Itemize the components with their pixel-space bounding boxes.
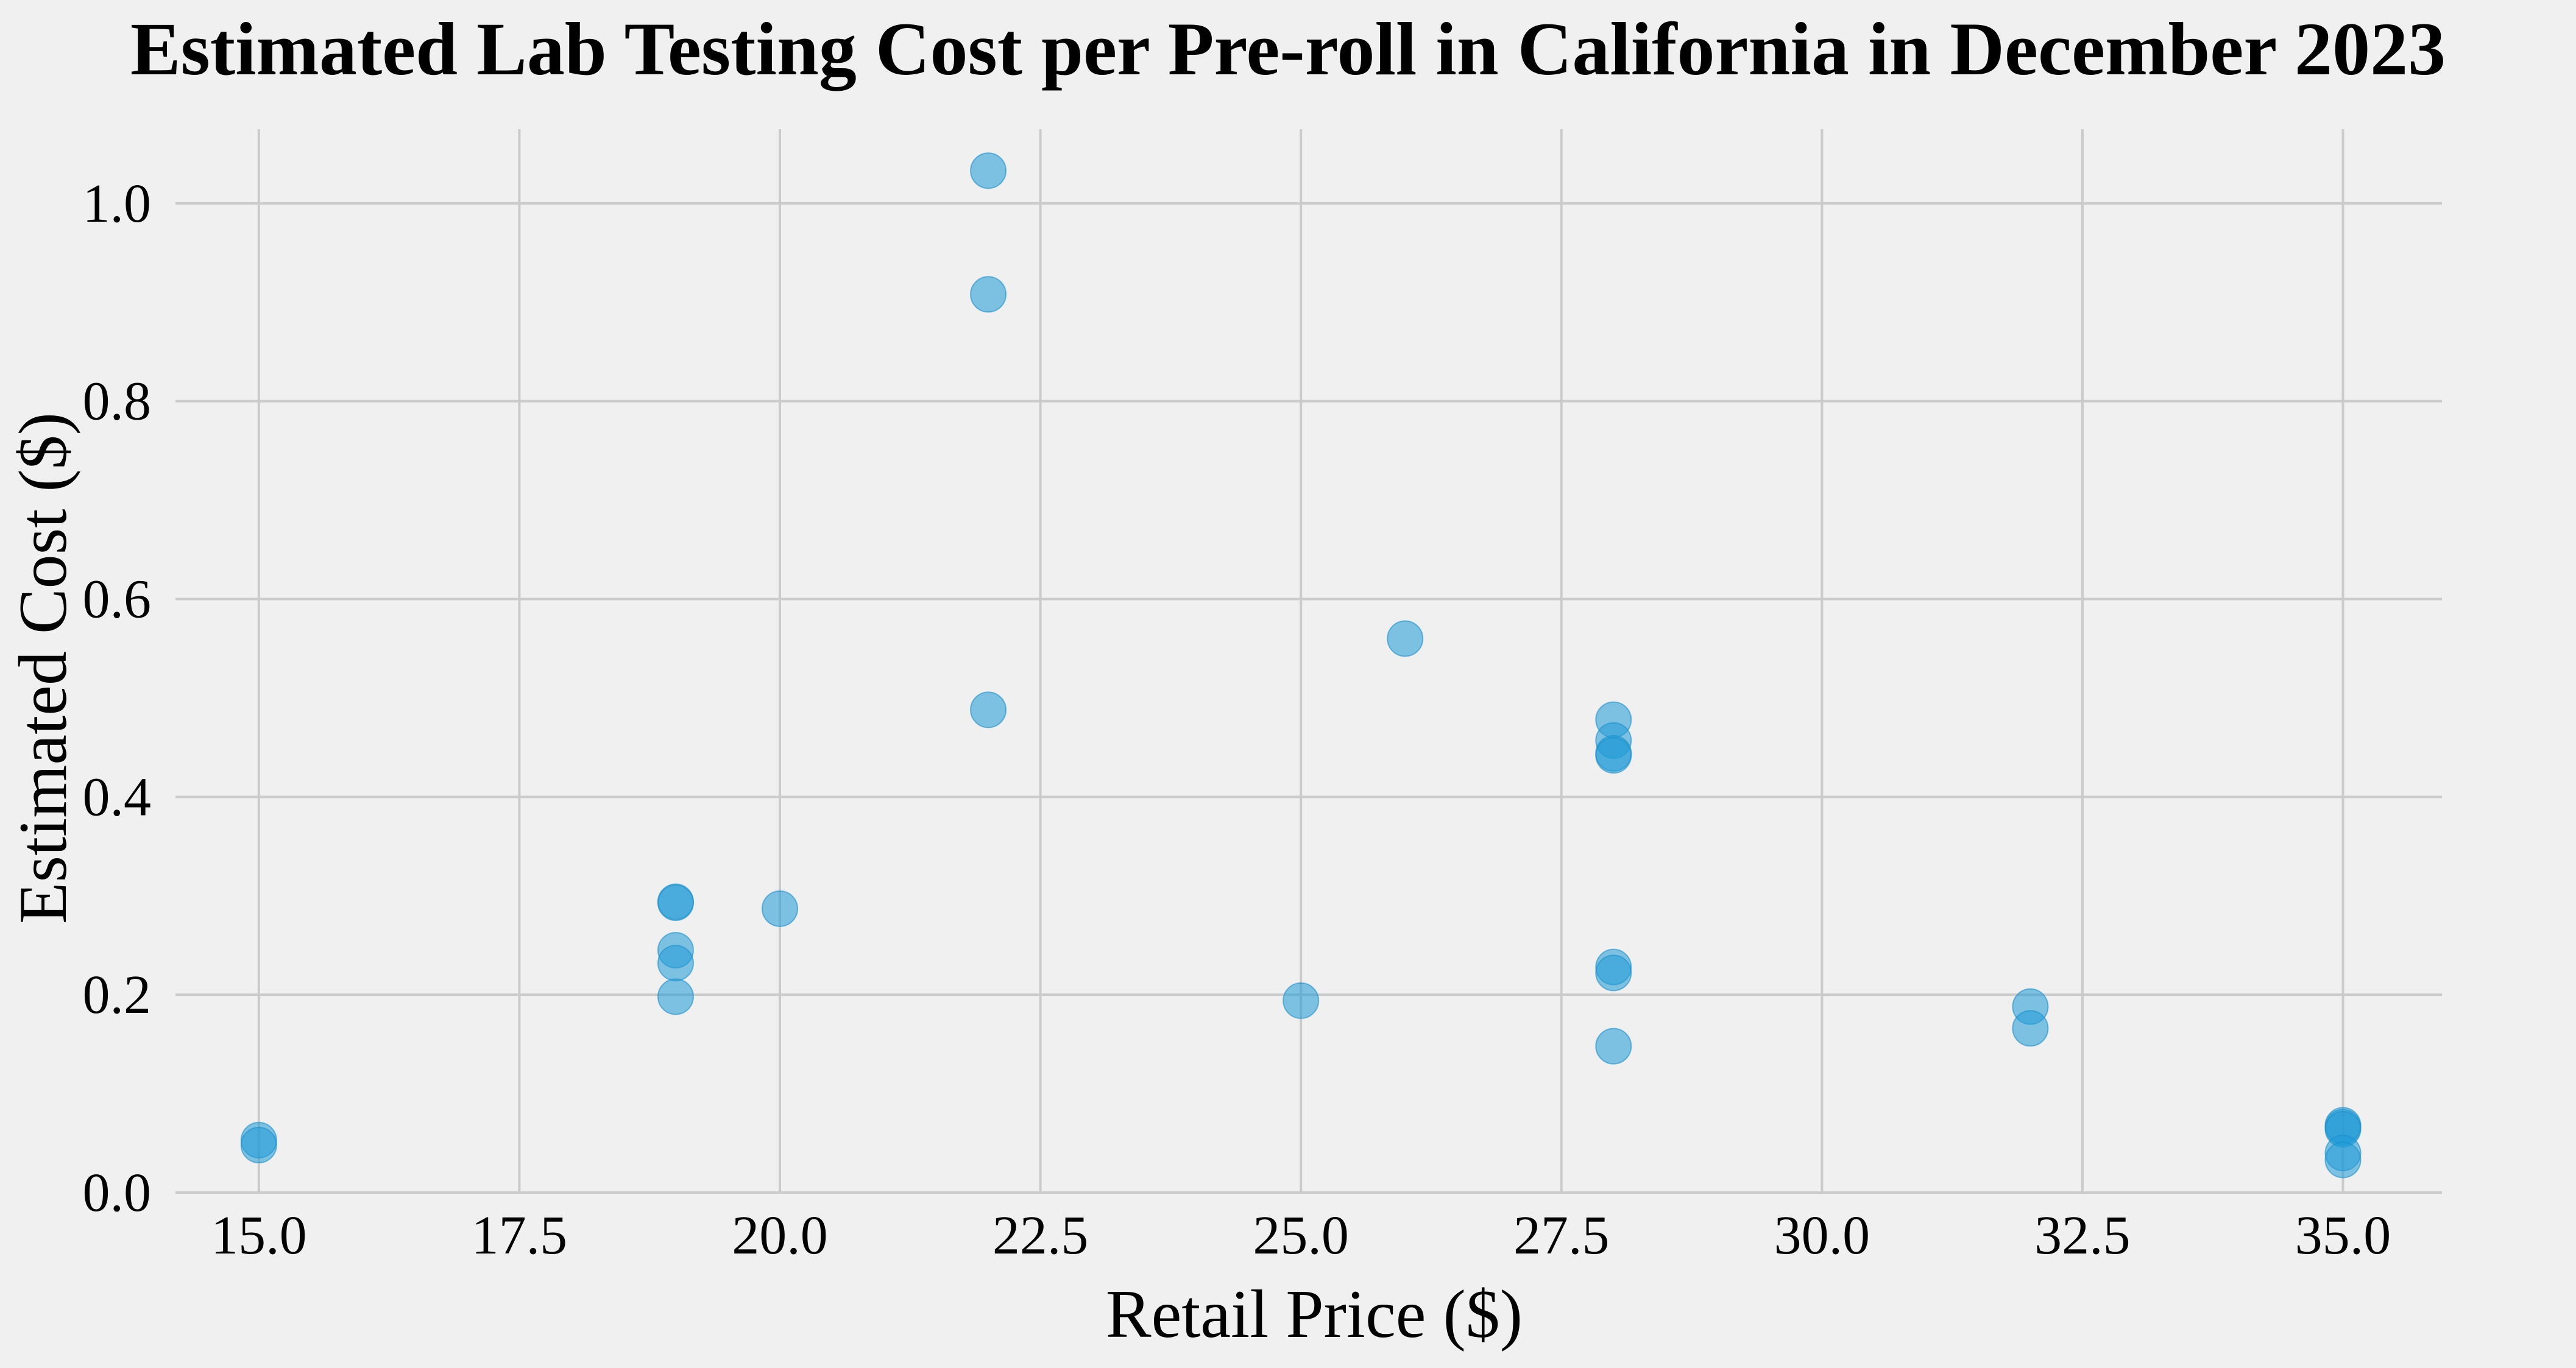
- data-point: [970, 152, 1007, 189]
- data-point: [1595, 737, 1632, 774]
- x-axis-label: Retail Price ($): [1106, 1277, 1523, 1352]
- x-tick-label: 22.5: [993, 1205, 1089, 1266]
- y-tick-labels: 0.0 0.2 0.4 0.6 0.8 1.0: [83, 174, 152, 1223]
- data-point: [1387, 620, 1424, 657]
- x-tick-label: 27.5: [1513, 1205, 1610, 1266]
- grid-lines: [175, 129, 2442, 1194]
- data-point: [970, 276, 1007, 313]
- x-tick-label: 35.0: [2295, 1205, 2391, 1266]
- x-tick-label: 20.0: [732, 1205, 828, 1266]
- data-point: [762, 890, 798, 927]
- x-tick-label: 17.5: [472, 1205, 568, 1266]
- data-point: [657, 978, 694, 1015]
- data-point: [1595, 1028, 1632, 1065]
- y-tick-label: 0.2: [83, 965, 152, 1025]
- data-point: [2012, 1010, 2049, 1047]
- x-tick-labels: 15.0 17.5 20.0 22.5 25.0 27.5 30.0 32.5 35.0: [211, 1205, 2391, 1266]
- data-point: [240, 1127, 277, 1164]
- data-point: [2324, 1141, 2362, 1179]
- data-point: [657, 945, 694, 982]
- x-tick-label: 30.0: [1774, 1205, 1870, 1266]
- y-tick-label: 0.0: [83, 1163, 152, 1223]
- y-tick-label: 0.6: [83, 569, 152, 629]
- x-tick-label: 32.5: [2034, 1205, 2131, 1266]
- data-points: [240, 152, 2362, 1179]
- data-point: [1283, 982, 1320, 1019]
- data-point: [1595, 954, 1632, 992]
- data-point: [970, 691, 1007, 728]
- y-tick-label: 0.4: [83, 767, 152, 827]
- data-point: [657, 884, 694, 922]
- x-tick-label: 15.0: [211, 1205, 307, 1266]
- x-tick-label: 25.0: [1253, 1205, 1349, 1266]
- y-tick-label: 0.8: [83, 372, 152, 432]
- chart-title: Estimated Lab Testing Cost per Pre-roll …: [130, 7, 2446, 91]
- y-axis-label: Estimated Cost ($): [5, 412, 81, 924]
- y-tick-label: 1.0: [83, 174, 152, 234]
